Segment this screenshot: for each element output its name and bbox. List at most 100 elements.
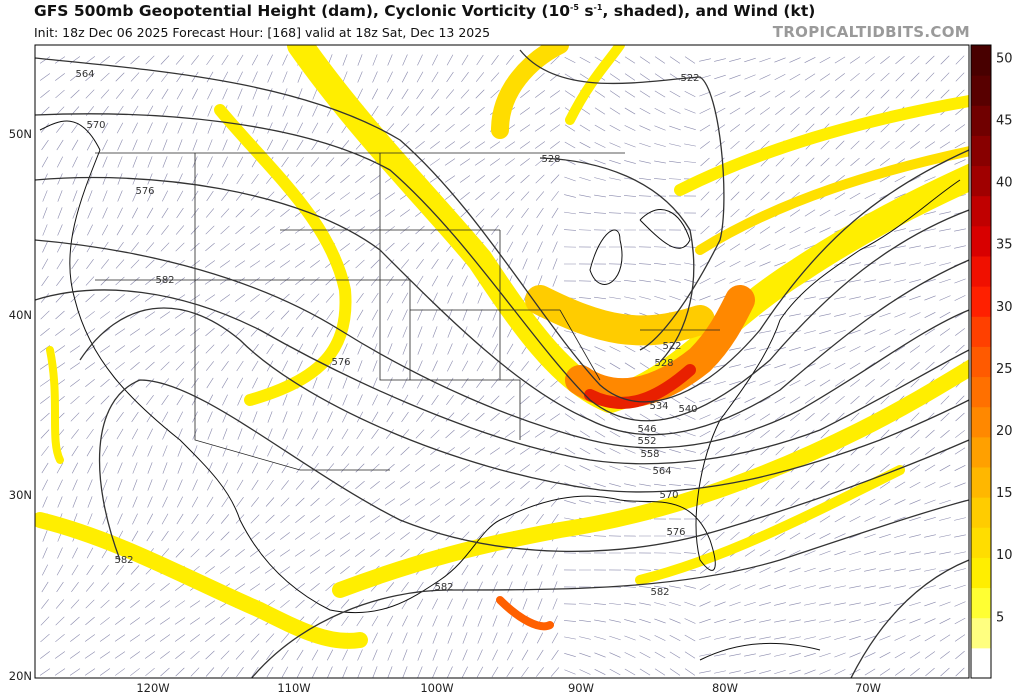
wind-barb [40,412,50,422]
wind-barb [177,445,183,457]
wind-barb [189,600,201,608]
contour-label: 582 [650,587,669,598]
wind-barb [159,294,171,302]
wind-barb [132,496,138,508]
wind-barb [177,428,183,440]
contour-label: 558 [640,449,659,460]
wind-barb [594,619,606,623]
wind-barb [849,362,861,370]
wind-barb [804,619,816,623]
colorbar-tick-label: 30 [996,300,1013,315]
wind-barb [550,480,560,490]
longitude-label: 100W [420,681,453,695]
wind-barb [400,464,410,472]
wind-barb [220,327,230,337]
wind-barb [954,447,966,455]
wind-barb [579,636,591,640]
wind-barb [102,156,108,168]
wind-barb [130,72,140,82]
wind-barb [57,224,63,236]
wind-barb [370,481,380,489]
wind-barb [266,650,274,660]
wind-barb [774,602,786,606]
wind-barb [506,224,514,236]
wind-barb [206,496,214,508]
wind-barb [252,122,258,134]
wind-barb [400,446,410,456]
wind-barb [729,364,741,368]
wind-barb [520,174,530,184]
title-exponent: -1 [593,2,603,12]
wind-barb [252,428,258,440]
wind-barb [654,345,666,353]
wind-barb [357,649,363,661]
wind-barb [72,207,78,219]
wind-barb [789,653,801,657]
wind-barb [462,649,468,661]
wind-barb [459,141,471,149]
wind-barb [699,414,711,420]
wind-barb [85,616,95,626]
wind-barb [266,666,274,678]
wind-barb [475,89,485,99]
wind-barb [715,531,725,541]
wind-barb [357,377,363,389]
wind-barb [849,329,861,335]
wind-barb [624,125,636,131]
wind-barb [42,479,48,491]
wind-barb [639,362,651,370]
wind-barb [264,583,276,591]
wind-barb [205,531,215,541]
wind-barb [880,446,890,456]
wind-barb [162,479,168,491]
vorticity-band [46,346,64,464]
wind-barb [624,483,636,487]
wind-barb [222,462,228,474]
wind-barb [415,531,425,541]
wind-barb [564,141,576,149]
wind-barb [236,479,244,491]
wind-barb [129,617,141,625]
wind-barb [237,445,243,457]
wind-barb [72,156,78,168]
wind-barb [744,330,756,334]
wind-barb [42,496,48,508]
wind-barb [251,173,259,185]
contour-label: 582 [155,275,174,286]
wind-barb [386,105,394,117]
wind-barb [819,209,831,217]
wind-barb [624,279,636,283]
wind-barb [386,411,394,423]
contour-label: 570 [659,490,678,501]
wind-barb [40,89,50,99]
wind-barb [146,530,154,542]
wind-barb [70,379,80,387]
wind-barb [354,192,366,200]
wind-barb [176,207,184,219]
wind-barb [280,532,290,540]
wind-barb [100,259,110,269]
wind-barb [491,343,499,355]
wind-barb [414,498,426,506]
wind-barb [250,208,260,218]
wind-barb [279,260,291,268]
wind-barb [730,191,740,201]
wind-barb [250,650,260,660]
wind-barb [445,192,455,200]
wind-barb [894,245,906,249]
wind-barb [760,446,770,456]
wind-barb [294,260,306,268]
wind-barb [714,74,726,80]
wind-barb [790,429,800,439]
wind-barb [177,122,183,134]
wind-barb [190,531,200,541]
wind-barb [910,89,920,99]
wind-barb [160,582,170,592]
wind-barb [129,328,141,336]
wind-barb [357,360,363,372]
wind-barb [372,666,378,678]
wind-barb [264,549,276,557]
wind-barb [477,581,483,593]
wind-barb [430,141,440,149]
